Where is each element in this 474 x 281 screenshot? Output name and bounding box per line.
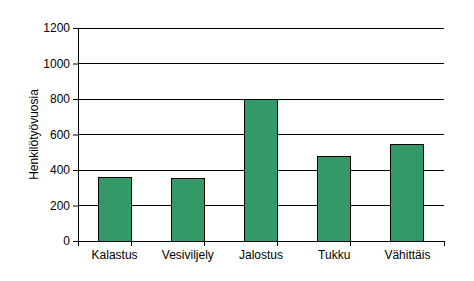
y-tick-mark [73,206,78,207]
y-tick-mark [73,28,78,29]
y-axis: 0 200 400 600 800 1000 1200 [43,21,78,248]
y-tick-label: 400 [50,163,70,177]
y-tick: 1000 [43,57,78,71]
x-separator [277,241,278,246]
y-axis-line [78,29,79,242]
grid [78,28,444,241]
y-tick-mark [73,241,78,242]
y-tick: 400 [50,163,78,177]
y-tick: 0 [63,234,78,248]
bars [98,99,424,241]
x-tick-label: Vesiviljely [162,248,214,262]
y-tick: 200 [50,199,78,213]
y-tick: 600 [50,128,78,142]
x-tick: Jalostus [239,241,283,262]
bar [245,99,278,241]
y-tick-label: 200 [50,199,70,213]
y-tick-mark [73,99,78,100]
y-tick-label: 800 [50,92,70,106]
x-tick-label: Vähittäis [384,248,430,262]
x-separator [78,241,79,246]
bar [391,144,424,241]
grid-line [78,63,444,64]
x-tick-label: Jalostus [239,248,283,262]
bar [318,157,351,241]
grid-line [78,28,444,29]
x-tick: Vesiviljely [162,241,214,262]
x-tick-label: Kalastus [92,248,138,262]
y-tick-label: 1000 [43,57,70,71]
y-tick-label: 0 [63,234,70,248]
y-tick: 800 [50,92,78,106]
x-separator [204,241,205,246]
x-tick: Tukku [318,241,350,262]
bar [171,179,204,241]
x-tick-label: Tukku [318,248,350,262]
y-tick-mark [73,135,78,136]
x-separator [444,241,445,246]
x-tick: Vähittäis [384,241,430,262]
y-tick-label: 600 [50,128,70,142]
x-axis: Kalastus Vesiviljely Jalostus Tukku Vähittäi… [78,241,445,262]
x-axis-line [79,241,445,242]
chart-svg: 0 200 400 600 800 1000 1200 Kalastus Vesiviljely… [0,0,474,281]
y-tick-mark [73,170,78,171]
y-tick-label: 1200 [43,21,70,35]
plot-area: 0 200 400 600 800 1000 1200 Kalastus Vesiviljely… [43,21,444,261]
y-axis-title: Henkilötyövuosia [27,89,41,180]
y-tick: 1200 [43,21,78,35]
y-tick-mark [73,64,78,65]
x-separator [350,241,351,246]
chart-container: 0 200 400 600 800 1000 1200 Kalastus Vesiviljely… [0,0,474,281]
x-separator [131,241,132,246]
bar [98,177,131,241]
x-tick: Kalastus [92,241,138,262]
